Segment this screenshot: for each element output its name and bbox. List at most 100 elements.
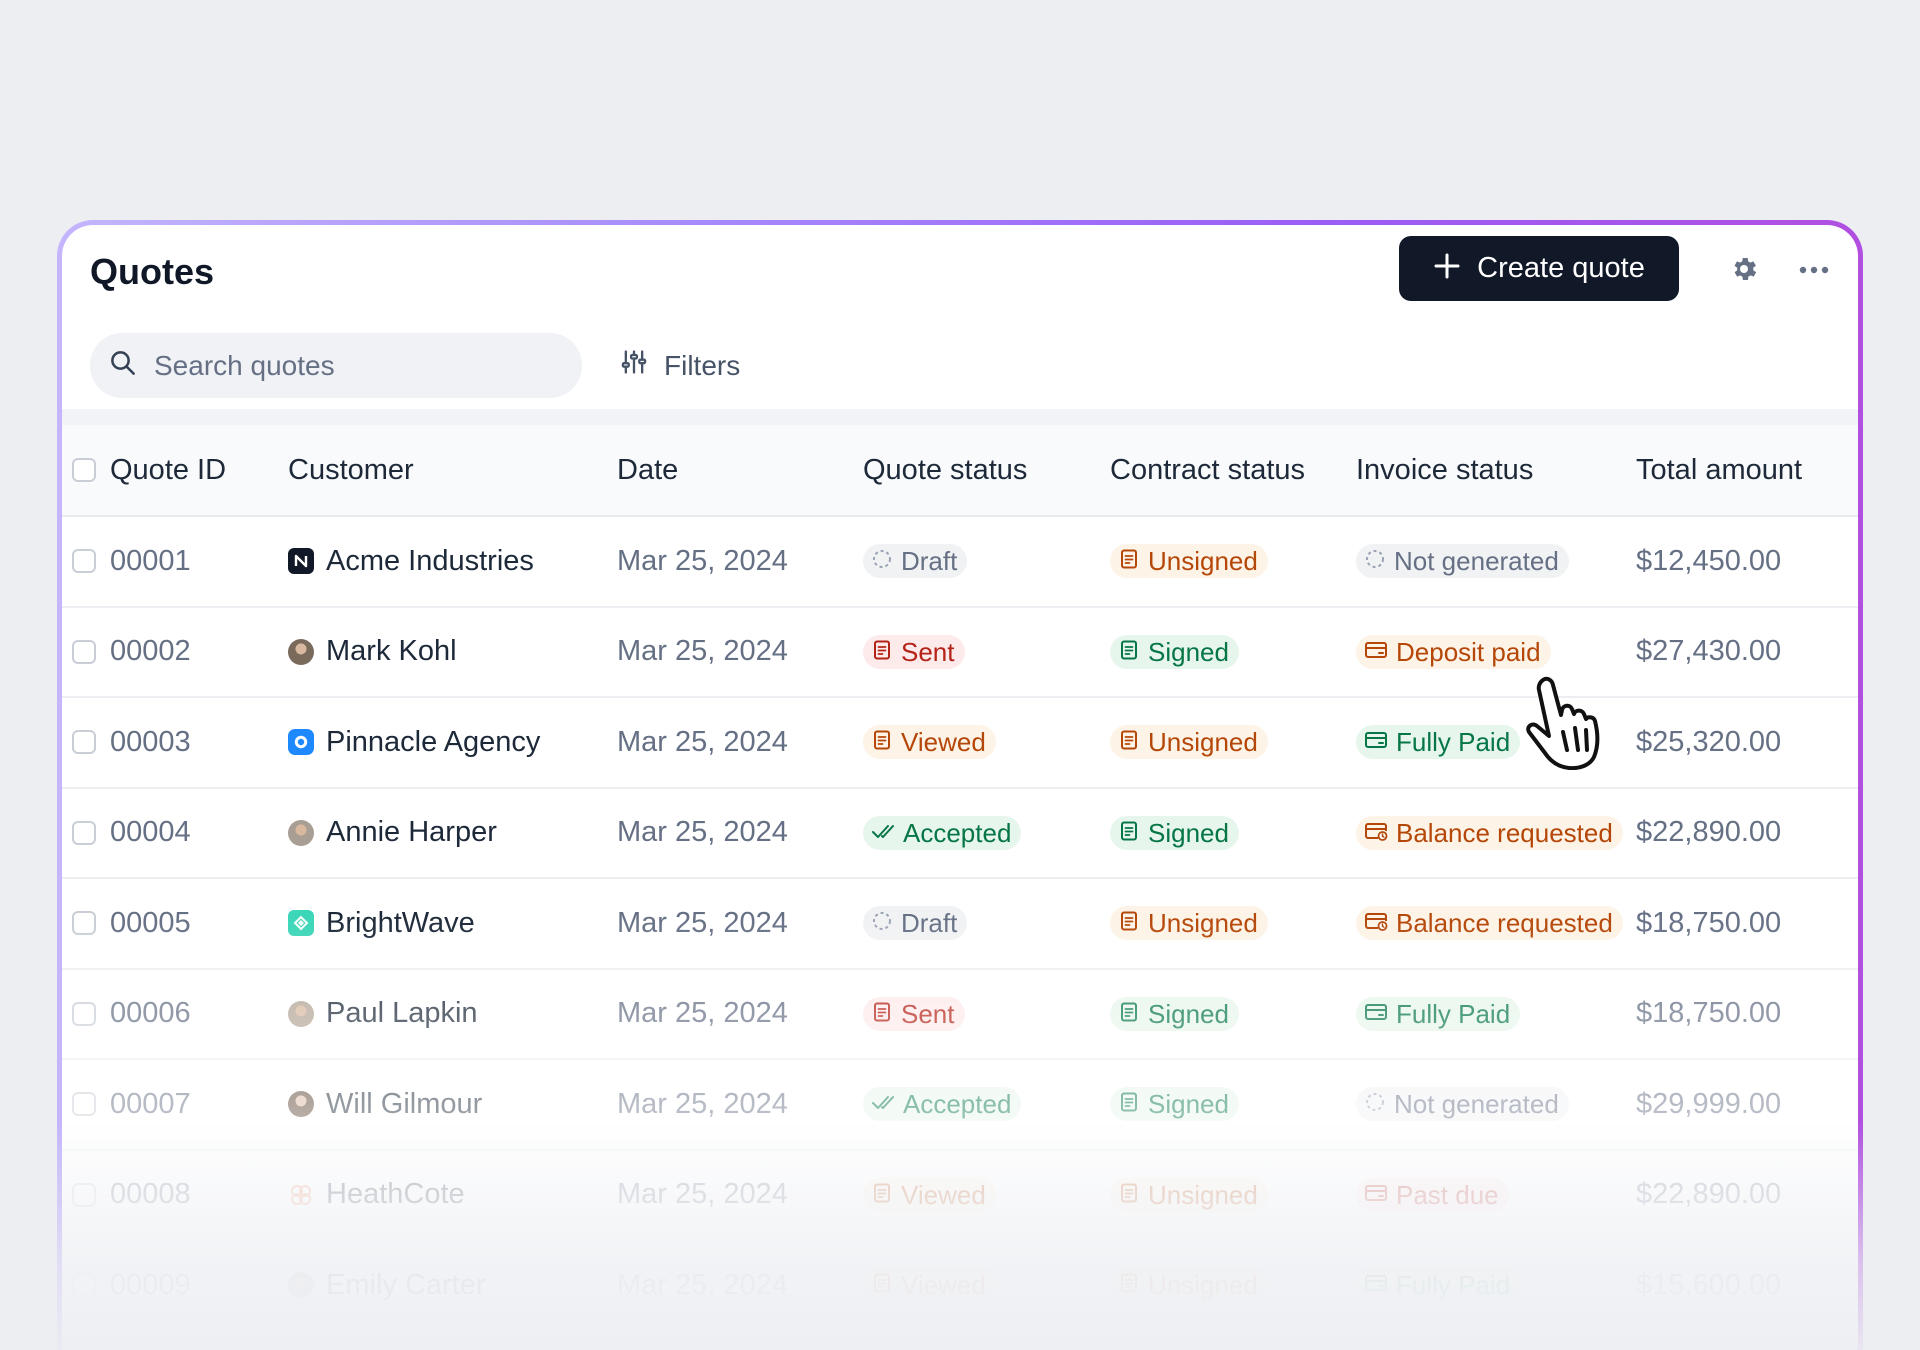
gear-icon: [1729, 254, 1759, 289]
quote-id: 00007: [110, 1087, 191, 1120]
customer-cell[interactable]: Paul Lapkin: [288, 970, 478, 1059]
total-amount: $25,320.00: [1636, 725, 1782, 758]
quote-status-badge: Draft: [863, 544, 968, 579]
filters-button[interactable]: Filters: [620, 333, 740, 398]
search-icon: [108, 348, 138, 383]
column-header-quote-status[interactable]: Quote status: [863, 453, 1028, 486]
table-row[interactable]: 00005 BrightWave Mar 25, 2024 Draft Unsi…: [62, 879, 1858, 970]
customer-cell[interactable]: HeathCote: [288, 1151, 465, 1240]
row-checkbox[interactable]: [72, 1092, 96, 1117]
row-checkbox[interactable]: [72, 730, 96, 755]
row-checkbox[interactable]: [72, 639, 96, 664]
settings-button[interactable]: [1724, 251, 1764, 291]
quote-date: Mar 25, 2024: [617, 544, 788, 577]
customer-cell[interactable]: Annie Harper: [288, 789, 497, 878]
invoice-status-label: Past due: [1396, 1179, 1499, 1210]
total-amount: $12,450.00: [1636, 544, 1782, 577]
total-amount: $22,890.00: [1636, 816, 1782, 849]
customer-name: Paul Lapkin: [326, 997, 478, 1030]
quote-date: Mar 25, 2024: [617, 906, 788, 939]
customer-avatar: [288, 819, 314, 846]
column-header-customer[interactable]: Customer: [288, 453, 414, 486]
page-title: Quotes: [90, 251, 215, 292]
contract-status-badge: Unsigned: [1110, 725, 1268, 760]
column-header-total-amount[interactable]: Total amount: [1636, 453, 1803, 486]
quotes-card: Quotes Create quote: [62, 225, 1858, 1350]
column-header-date[interactable]: Date: [617, 453, 679, 486]
customer-cell[interactable]: Acme Industries: [288, 517, 534, 606]
draft-icon: [871, 910, 893, 936]
quote-date: Mar 25, 2024: [617, 635, 788, 668]
table-row[interactable]: 00003 Pinnacle Agency Mar 25, 2024 Viewe…: [62, 698, 1858, 789]
customer-cell[interactable]: Pinnacle Agency: [288, 698, 540, 787]
document-icon: [1118, 910, 1140, 936]
contract-status-badge: Signed: [1110, 996, 1239, 1031]
table-row[interactable]: 00001 Acme Industries Mar 25, 2024 Draft…: [62, 517, 1858, 608]
credit-card-icon: [1364, 1272, 1388, 1298]
total-amount: $18,750.00: [1636, 997, 1782, 1030]
document-icon: [1118, 548, 1140, 574]
quote-date: Mar 25, 2024: [617, 816, 788, 849]
quote-id: 00006: [110, 997, 191, 1030]
column-header-invoice-status[interactable]: Invoice status: [1356, 453, 1534, 486]
quote-status-badge: Viewed: [863, 1177, 996, 1212]
customer-cell[interactable]: BrightWave: [288, 879, 475, 968]
signed-document-icon: [1118, 639, 1140, 665]
contract-status-label: Signed: [1148, 817, 1229, 848]
invoice-status-label: Not generated: [1394, 1089, 1559, 1120]
invoice-status-label: Deposit paid: [1396, 636, 1541, 667]
row-checkbox[interactable]: [72, 1273, 96, 1298]
draft-icon: [1364, 1091, 1386, 1117]
table-row[interactable]: 00007 Will Gilmour Mar 25, 2024 Accepted…: [62, 1060, 1858, 1151]
select-all-checkbox[interactable]: [72, 458, 96, 482]
invoice-status-label: Fully Paid: [1396, 998, 1511, 1029]
double-check-icon: [871, 1091, 895, 1117]
table-row[interactable]: 00006 Paul Lapkin Mar 25, 2024 Sent Sign…: [62, 970, 1858, 1060]
column-header-quote-id[interactable]: Quote ID: [110, 453, 227, 486]
invoice-status-label: Fully Paid: [1396, 1270, 1511, 1301]
customer-avatar: [288, 1091, 314, 1118]
quote-status-label: Accepted: [903, 817, 1012, 848]
customer-name: Annie Harper: [326, 816, 497, 849]
credit-card-icon: [1364, 729, 1388, 755]
customer-cell[interactable]: Will Gilmour: [288, 1060, 482, 1149]
quote-status-label: Draft: [901, 546, 958, 577]
quote-date: Mar 25, 2024: [617, 1268, 788, 1301]
table-row[interactable]: 00002 Mark Kohl Mar 25, 2024 Sent Signed…: [62, 608, 1858, 698]
more-options-button[interactable]: [1794, 251, 1834, 291]
acme-logo: [288, 548, 314, 575]
row-checkbox[interactable]: [72, 820, 96, 845]
customer-name: Mark Kohl: [326, 635, 457, 668]
quote-id: 00009: [110, 1268, 191, 1301]
customer-name: BrightWave: [326, 906, 475, 939]
customer-cell[interactable]: Mark Kohl: [288, 608, 457, 697]
table-row[interactable]: 00009 Emily Carter Mar 25, 2024 Viewed U…: [62, 1241, 1858, 1332]
quote-date: Mar 25, 2024: [617, 1087, 788, 1120]
contract-status-label: Signed: [1148, 636, 1229, 667]
create-quote-button[interactable]: Create quote: [1399, 236, 1679, 301]
search-input[interactable]: [154, 349, 534, 382]
contract-status-label: Signed: [1148, 1089, 1229, 1120]
table-row[interactable]: 00004 Annie Harper Mar 25, 2024 Accepted…: [62, 789, 1858, 879]
document-icon: [871, 1001, 893, 1027]
customer-cell[interactable]: Emily Carter: [288, 1241, 486, 1330]
row-checkbox[interactable]: [72, 1001, 96, 1026]
contract-status-badge: Unsigned: [1110, 906, 1268, 941]
card-clock-icon: [1364, 910, 1388, 936]
quote-id: 00008: [110, 1178, 191, 1211]
row-checkbox[interactable]: [72, 549, 96, 574]
table-row[interactable]: 00008 HeathCote Mar 25, 2024 Viewed Unsi…: [62, 1151, 1858, 1241]
quote-status-label: Accepted: [903, 1089, 1012, 1120]
search-field[interactable]: [90, 333, 582, 398]
more-horizontal-icon: [1798, 262, 1830, 280]
quote-date: Mar 25, 2024: [617, 725, 788, 758]
quote-id: 00002: [110, 635, 191, 668]
quote-status-label: Viewed: [901, 727, 986, 758]
column-header-contract-status[interactable]: Contract status: [1110, 453, 1306, 486]
row-checkbox[interactable]: [72, 911, 96, 936]
document-icon: [871, 639, 893, 665]
customer-avatar: [288, 638, 314, 665]
card-header: Quotes Create quote: [62, 225, 1858, 335]
document-icon: [871, 1182, 893, 1208]
row-checkbox[interactable]: [72, 1182, 96, 1207]
